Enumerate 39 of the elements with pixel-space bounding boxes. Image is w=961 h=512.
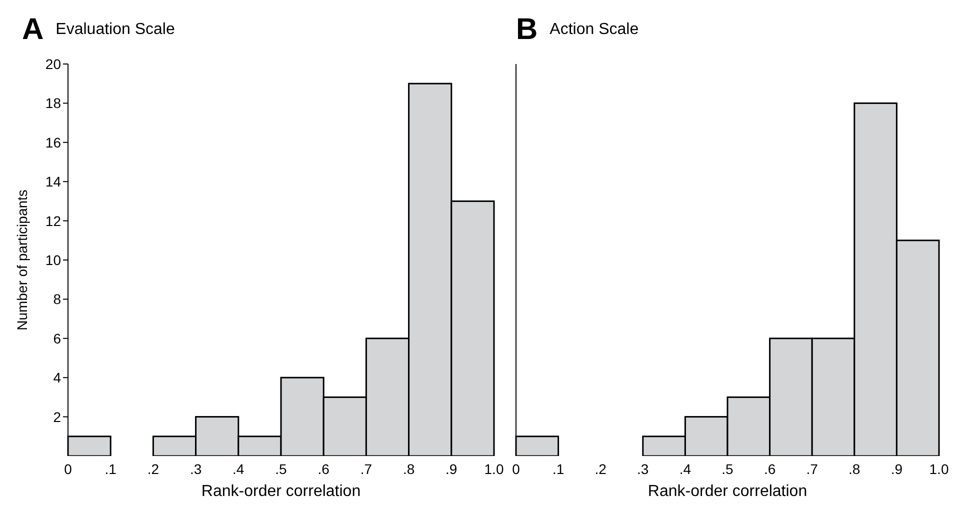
x-tick-label: .5 xyxy=(722,460,734,477)
x-tick-label: .9 xyxy=(446,460,458,477)
x-tick-label: .7 xyxy=(806,460,818,477)
x-tick-label: .9 xyxy=(890,460,903,477)
y-tick-label: 20 xyxy=(45,56,62,72)
x-tick-label: .8 xyxy=(848,460,860,477)
x-tick-label: .1 xyxy=(104,460,117,477)
x-tick-label: .8 xyxy=(402,460,415,477)
x-tick-label: .7 xyxy=(360,460,372,477)
y-tick-label: 18 xyxy=(45,95,62,112)
y-tick-label: 16 xyxy=(45,134,62,150)
x-tick-label: .3 xyxy=(190,460,202,477)
x-tick-label: 1.0 xyxy=(929,460,949,477)
x-tick-label: .1 xyxy=(552,460,564,477)
chart-title: Action Scale xyxy=(550,21,639,39)
x-tick-label: .3 xyxy=(637,460,649,477)
x-tick-label: .5 xyxy=(275,460,288,477)
x-tick-label: .6 xyxy=(318,460,330,477)
x-axis-title: Rank-order correlation xyxy=(201,483,361,500)
x-tick-label: .2 xyxy=(147,460,160,477)
x-tick-label: .2 xyxy=(594,460,607,477)
y-tick-label: 12 xyxy=(45,212,62,229)
y-tick-label: 4 xyxy=(53,370,62,386)
chart-title: Evaluation Scale xyxy=(56,21,175,39)
x-tick-label: 0 xyxy=(512,460,520,477)
x-tick-label: 1.0 xyxy=(484,460,504,477)
y-tick-label: 6 xyxy=(53,330,62,346)
text: B xyxy=(516,13,538,47)
x-tick-label: 0 xyxy=(64,460,72,477)
y-tick-label: 14 xyxy=(45,174,62,190)
x-tick-label: .4 xyxy=(232,460,244,477)
x-tick-label: .6 xyxy=(764,460,776,477)
text: A xyxy=(22,13,44,47)
y-axis-title: Number of participants xyxy=(14,190,30,330)
x-axis-title: Rank-order correlation xyxy=(648,483,808,500)
y-tick-label: 2 xyxy=(53,408,62,425)
y-tick-label: 8 xyxy=(53,291,62,308)
y-tick-label: 10 xyxy=(45,252,62,268)
x-tick-label: .4 xyxy=(679,460,692,477)
